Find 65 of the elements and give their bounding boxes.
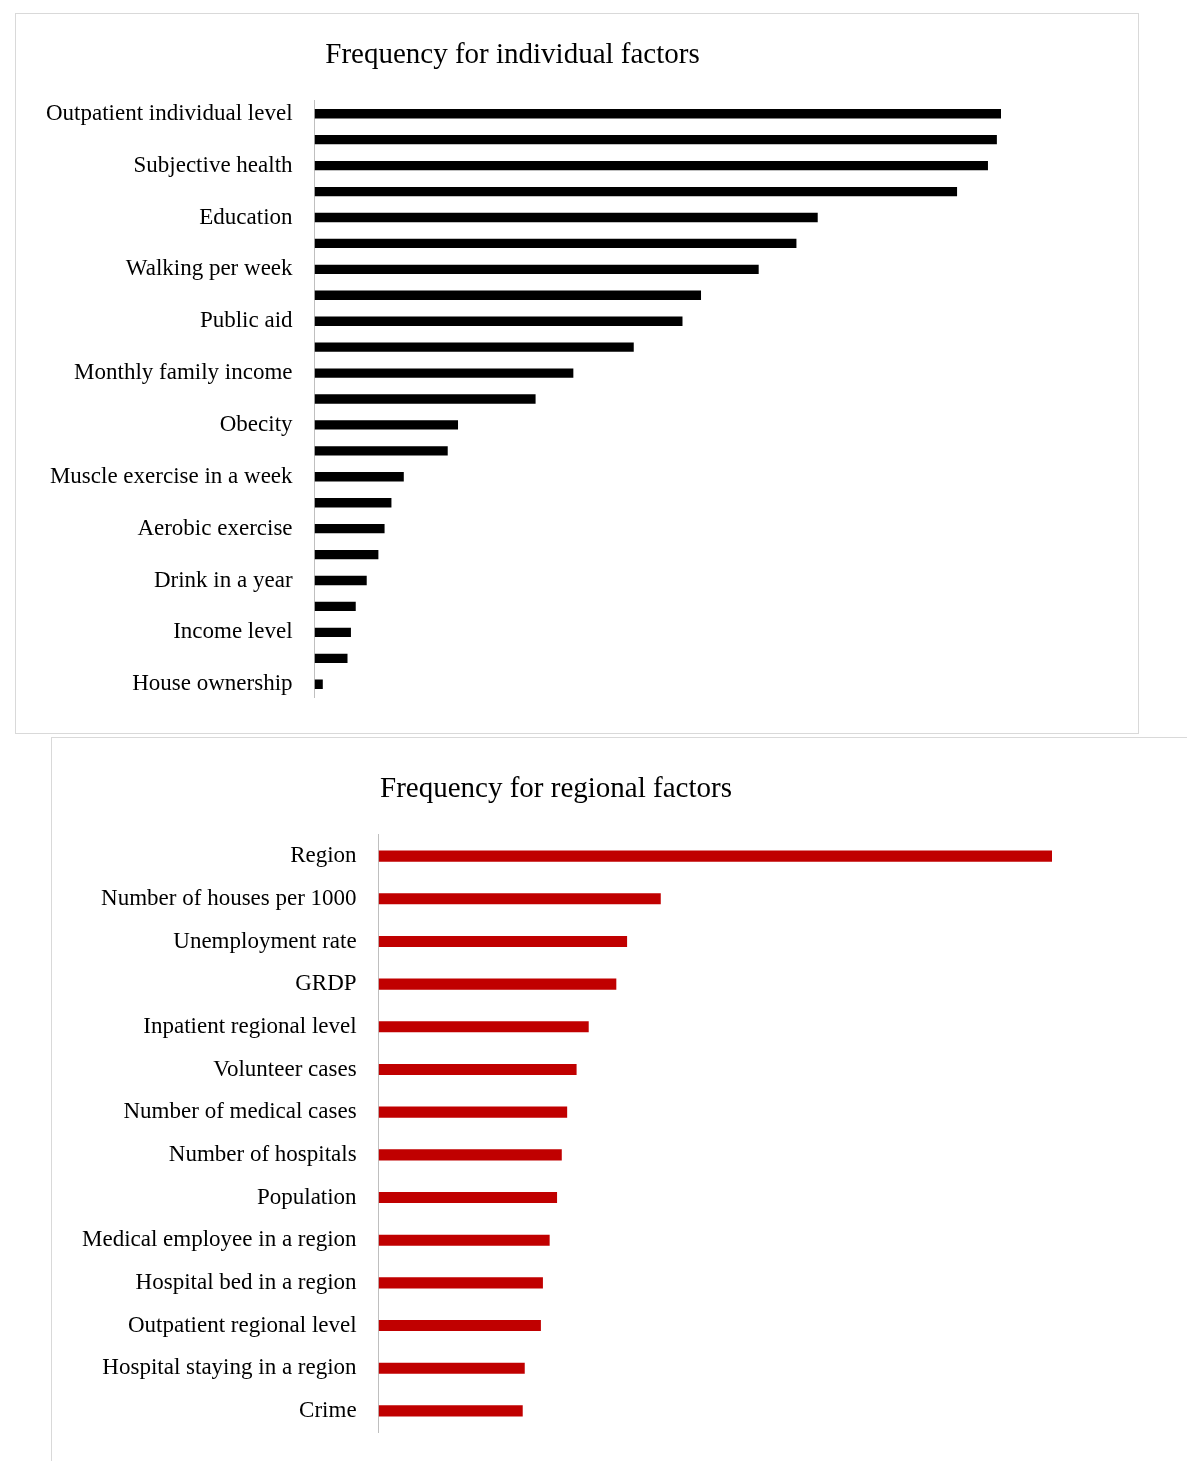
bar [378,1277,543,1289]
y-tick-label: Obecity [219,410,294,436]
bar [378,1319,541,1332]
y-tick-label: House ownership [132,670,293,696]
y-tick-label: Subjective health [133,151,294,177]
y-tick-label: Volunteer cases [213,1055,357,1081]
bar [378,1362,525,1374]
bar [314,238,797,249]
bar [314,212,818,223]
bar [314,523,385,534]
y-tick-label: Unemployment rate [173,927,357,953]
bar [314,446,448,456]
y-tick-label: Hospital bed in a region [135,1268,358,1294]
bar [314,679,323,689]
y-tick-label: Number of hospitals [168,1140,357,1166]
y-tick-label: Region [290,842,358,868]
bar [378,1021,589,1033]
y-tick-label: Number of houses per 1000 [101,884,357,910]
bar [314,135,997,145]
y-tick-label: GRDP [295,970,357,996]
y-tick-label: Monthly family income [74,359,293,385]
bar [314,394,536,404]
bar [378,1234,550,1246]
y-tick-label: Income level [173,618,293,644]
bar [314,549,379,560]
bar [314,368,574,378]
bar [314,186,958,197]
y-tick-label: Medical employee in a region [81,1226,358,1252]
bar [378,1405,523,1417]
y-tick-label: Population [256,1183,358,1209]
chart-title: Frequency for regional factors [380,771,732,804]
y-tick-label: Inpatient regional level [143,1012,357,1038]
bar [378,1149,562,1161]
y-tick-label: Number of medical cases [123,1098,357,1124]
bar [378,893,661,905]
bar [314,264,759,275]
y-tick-label: Outpatient individual level [45,99,293,125]
bar [378,935,628,948]
bar [378,1191,558,1204]
bar [314,498,392,508]
y-tick-label: Outpatient regional level [127,1311,357,1337]
bar [378,978,617,990]
bar [314,290,702,300]
bar [378,1063,577,1076]
bar [378,1106,568,1118]
bar [378,850,1052,862]
bar [314,316,683,326]
y-tick-label: Crime [299,1396,357,1422]
bar [314,109,1001,119]
y-tick-label: Walking per week [125,255,294,281]
bar [314,420,459,430]
y-tick-label: Public aid [199,307,294,333]
bar [314,472,404,482]
bar [314,342,634,352]
bar [314,575,367,586]
bar [314,627,351,638]
y-tick-label: Education [199,203,294,229]
bar [314,160,988,171]
bar [314,601,356,612]
y-tick-label: Hospital staying in a region [102,1354,358,1380]
chart-title: Frequency for individual factors [325,37,700,70]
y-tick-label: Drink in a year [153,566,293,592]
y-tick-label: Aerobic exercise [137,514,293,540]
y-tick-label: Muscle exercise in a week [49,462,294,488]
bar [314,653,348,663]
